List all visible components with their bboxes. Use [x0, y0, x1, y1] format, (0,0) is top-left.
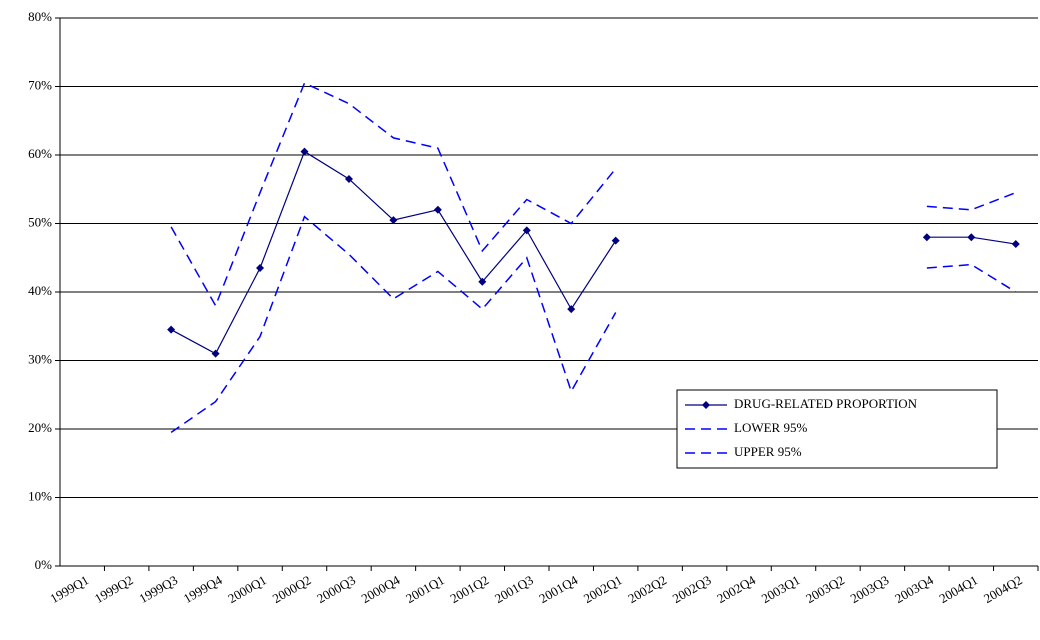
y-tick-label: 40%: [28, 283, 52, 298]
y-tick-label: 0%: [35, 557, 53, 572]
y-tick-label: 10%: [28, 488, 52, 503]
point-marker: [922, 233, 931, 242]
point-marker: [611, 236, 620, 245]
point-marker: [256, 264, 265, 273]
legend-label: UPPER 95%: [734, 444, 802, 459]
point-marker: [167, 325, 176, 334]
point-marker: [433, 205, 442, 214]
point-marker: [522, 226, 531, 235]
y-tick-label: 70%: [28, 77, 52, 92]
point-marker: [344, 174, 353, 183]
point-marker: [389, 216, 398, 225]
point-marker: [211, 349, 220, 358]
point-marker: [967, 233, 976, 242]
y-tick-label: 20%: [28, 420, 52, 435]
point-marker: [1011, 240, 1020, 249]
y-tick-label: 30%: [28, 351, 52, 366]
legend-label: DRUG-RELATED PROPORTION: [734, 396, 918, 411]
legend-box: [676, 389, 998, 469]
legend-marker: [702, 401, 710, 409]
y-tick-label: 60%: [28, 146, 52, 161]
y-tick-label: 50%: [28, 214, 52, 229]
series-line: [170, 82, 1017, 308]
point-marker: [567, 305, 576, 314]
legend-label: LOWER 95%: [734, 420, 807, 435]
point-marker: [478, 277, 487, 286]
y-tick-label: 80%: [28, 9, 52, 24]
point-marker: [300, 147, 309, 156]
